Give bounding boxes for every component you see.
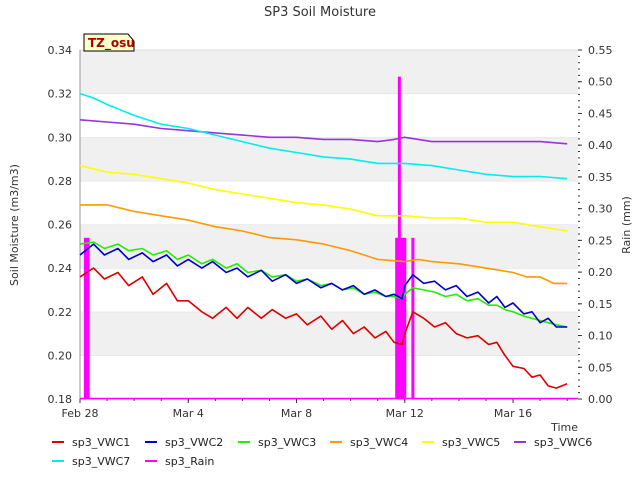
sp3-vwc2-line	[79, 243, 568, 328]
sp3-vwc3-line	[79, 241, 568, 328]
y2-tick-label: 0.55	[588, 44, 613, 57]
y2-tick-label: 0.20	[588, 266, 613, 279]
y2-tick-label: 0.45	[588, 107, 613, 120]
grid-band	[80, 93, 578, 138]
y2-tick-label: 0.15	[588, 298, 613, 311]
sp3-rain-bar	[395, 237, 399, 399]
y-tick-label: 0.20	[48, 349, 73, 362]
x-tick-label: Mar 12	[386, 407, 424, 420]
y2-tick-label: 0.10	[588, 330, 613, 343]
y2-tick-label: 0.50	[588, 76, 613, 89]
y2-tick-label: 0.40	[588, 139, 613, 152]
sp3-vwc4-line	[80, 204, 568, 285]
y-tick-label: 0.26	[48, 219, 73, 232]
y2-tick-label: 0.05	[588, 361, 613, 374]
y2-tick-label: 0.35	[588, 171, 613, 184]
legend-label-sp3-rain: sp3_Rain	[165, 455, 214, 468]
y-tick-label: 0.22	[48, 306, 73, 319]
y-tick-label: 0.18	[48, 393, 73, 406]
legend-label-sp3-vwc3: sp3_VWC3	[258, 436, 316, 449]
legend-label-sp3-vwc4: sp3_VWC4	[350, 436, 408, 449]
sp3-rain-bar	[400, 237, 404, 399]
legend-label-sp3-vwc5: sp3_VWC5	[442, 436, 500, 449]
y-tick-label: 0.32	[48, 88, 73, 101]
legend-label-sp3-vwc1: sp3_VWC1	[72, 436, 130, 449]
chart-title: SP3 Soil Moisture	[264, 5, 376, 20]
sp3-rain-bar	[86, 237, 90, 399]
site-badge: TZ_osu	[83, 33, 135, 52]
sp3-vwc6-line	[79, 119, 568, 145]
y2-axis-label: Rain (mm)	[620, 196, 633, 254]
sp3-rain-bar	[83, 237, 87, 399]
grid-band	[80, 137, 578, 181]
series-layer	[79, 76, 578, 400]
sp3-rain-bar	[411, 237, 415, 399]
y2-tick-label: 0.25	[588, 234, 613, 247]
legend: sp3_VWC1 sp3_VWC2 sp3_VWC3 sp3_VWC4 sp3_VWC5…	[52, 436, 592, 468]
sp3-rain-bar	[397, 76, 401, 399]
legend-label-sp3-vwc7: sp3_VWC7	[72, 455, 130, 468]
y-axis-label: Soil Moisture (m3/m3)	[8, 164, 21, 286]
grid-band	[80, 50, 578, 94]
grid-band	[80, 224, 578, 269]
y-tick-label: 0.30	[48, 131, 73, 144]
x-tick-label: Mar 16	[494, 407, 532, 420]
x-axis-label: Time	[550, 421, 578, 434]
y-tick-label: 0.28	[48, 175, 73, 188]
sp3-rain-bar	[403, 237, 407, 399]
badge-box	[83, 33, 135, 52]
legend-label-sp3-vwc6: sp3_VWC6	[534, 436, 592, 449]
x-tick-label: Feb 28	[62, 407, 99, 420]
y-tick-label: 0.34	[48, 44, 73, 57]
x-tick-label: Mar 4	[173, 407, 204, 420]
sp3-vwc7-line	[79, 92, 568, 180]
y-tick-label: 0.24	[48, 262, 73, 275]
grid-band	[80, 355, 578, 399]
y2-tick-label: 0.30	[588, 203, 613, 216]
badge-label: TZ_osu	[88, 36, 135, 51]
grid-band	[80, 180, 578, 225]
y2-tick-label: 0.00	[588, 393, 613, 406]
legend-label-sp3-vwc2: sp3_VWC2	[165, 436, 223, 449]
sp3-vwc1-line	[79, 267, 568, 389]
grid-band	[80, 311, 578, 356]
sp3-vwc5-line	[79, 164, 568, 232]
x-tick-label: Mar 8	[281, 407, 312, 420]
plot-bands	[80, 49, 578, 399]
